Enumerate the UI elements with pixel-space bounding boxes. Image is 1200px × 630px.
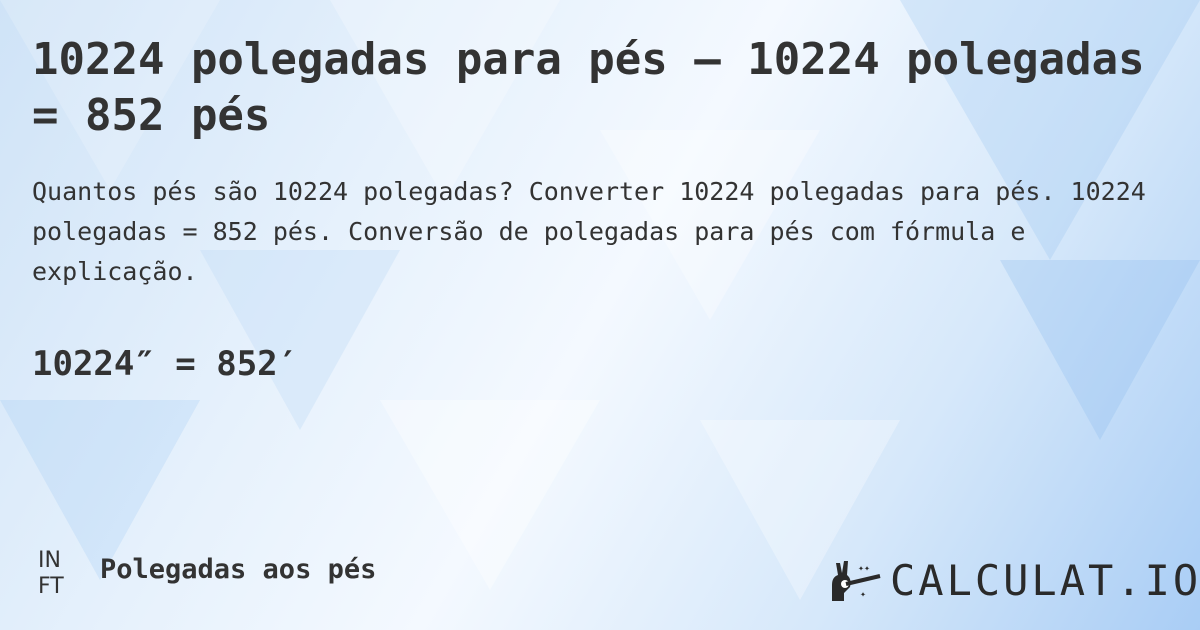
svg-text:✦: ✦ bbox=[860, 589, 866, 600]
units-icon: IN FT bbox=[38, 548, 64, 600]
description: Quantos pés são 10224 polegadas? Convert… bbox=[32, 177, 1146, 286]
calculat-logo: ✦✦ ✦ CALCULAT.IO bbox=[828, 556, 1200, 605]
svg-text:✦✦: ✦✦ bbox=[858, 563, 870, 574]
category-label: Polegadas aos pés bbox=[100, 554, 377, 585]
units-icon-top: IN bbox=[38, 548, 61, 573]
units-icon-bottom: FT bbox=[38, 574, 64, 599]
magic-hand-wand-icon: ✦✦ ✦ bbox=[832, 560, 881, 601]
page-title: 10224 polegadas para pés — 10224 polegad… bbox=[32, 34, 1145, 141]
logo-text: CALCULAT.IO bbox=[890, 556, 1200, 605]
conversion-formula: 10224″ = 852′ bbox=[32, 344, 299, 384]
